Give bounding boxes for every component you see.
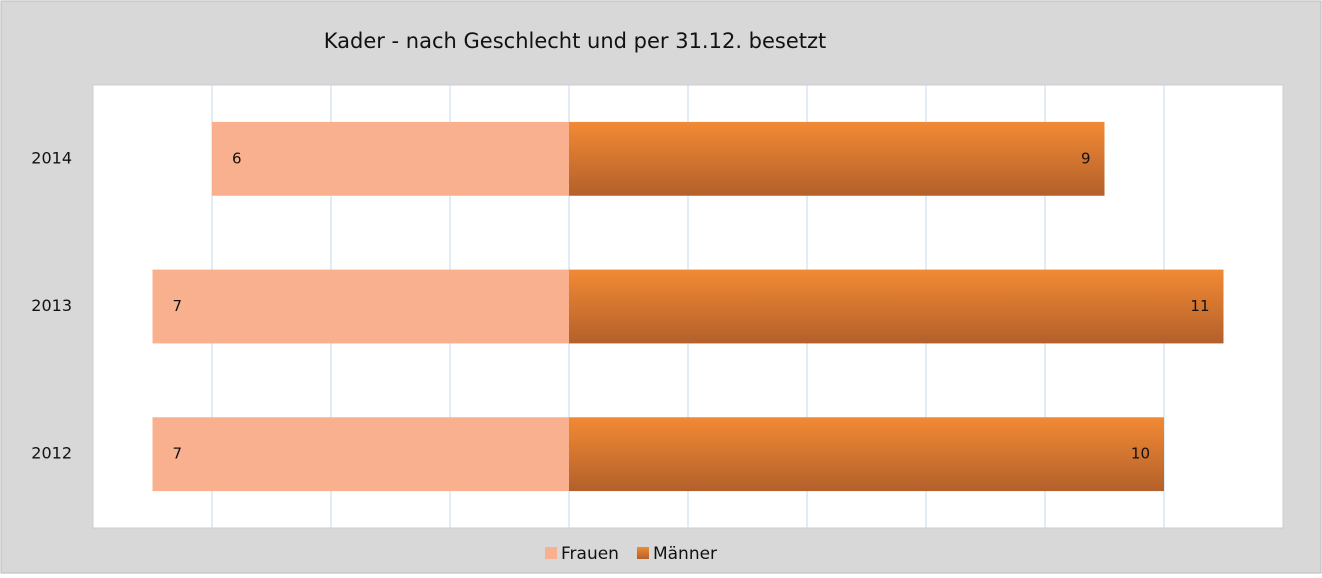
legend-label: Frauen [561, 544, 619, 564]
y-tick-label: 2013 [31, 296, 72, 315]
y-tick-label: 2012 [31, 444, 72, 463]
data-label: 7 [173, 297, 183, 315]
bar [152, 417, 569, 492]
legend-swatch [545, 547, 557, 559]
y-tick-label: 2014 [31, 148, 72, 167]
bar [152, 269, 569, 344]
bar [212, 121, 569, 196]
bar [569, 417, 1164, 492]
chart-title: Kader - nach Geschlecht und per 31.12. b… [324, 29, 827, 53]
data-label: 9 [1081, 149, 1091, 167]
bar [569, 269, 1224, 344]
data-label: 6 [232, 149, 242, 167]
legend-label: Männer [653, 544, 717, 564]
data-label: 7 [173, 445, 183, 463]
data-label: 11 [1190, 297, 1209, 315]
legend-swatch [636, 547, 649, 559]
data-label: 10 [1131, 445, 1150, 463]
bar [569, 121, 1105, 196]
